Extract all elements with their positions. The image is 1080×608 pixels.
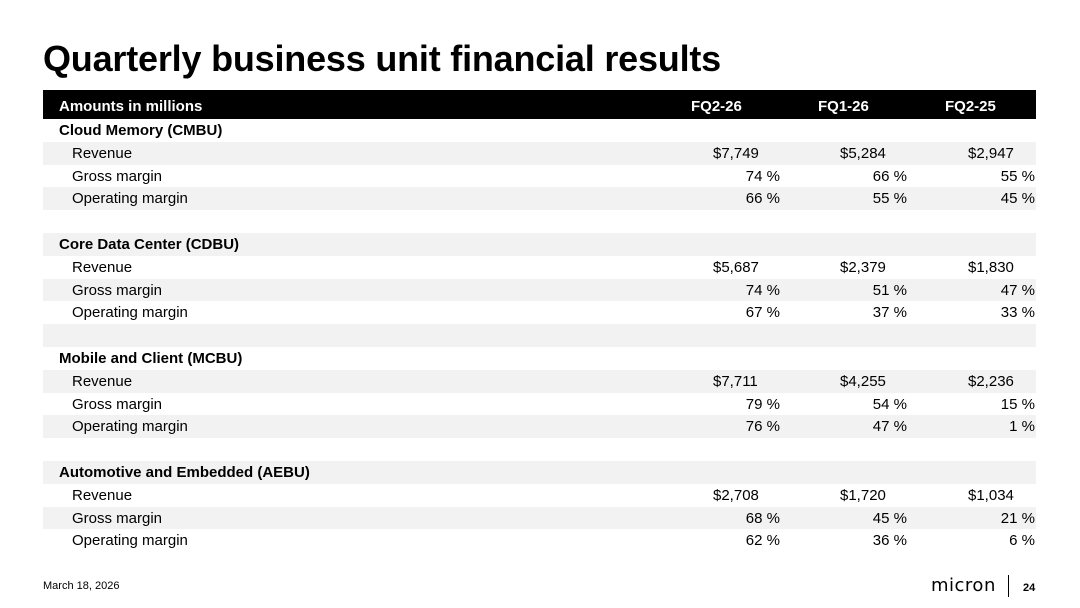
- table-row: Gross margin 68 % 45 % 21 %: [43, 506, 1036, 530]
- cell-value: 47 %: [1000, 281, 1035, 299]
- cell-value: 37 %: [872, 304, 907, 322]
- cell-value: 33 %: [1000, 304, 1035, 322]
- cell-value: 74 %: [745, 281, 780, 299]
- header-col-fq2-26: FQ2-26: [691, 98, 742, 115]
- cell-value: 67 %: [745, 304, 780, 322]
- segment-name: Cloud Memory (CMBU): [59, 122, 223, 139]
- row-label: Revenue: [72, 258, 133, 276]
- cell-value: $7,749: [713, 144, 759, 162]
- row-label: Operating margin: [72, 532, 188, 550]
- table-row: Gross margin 74 % 66 % 55 %: [43, 165, 1036, 188]
- micron-logo: micron: [931, 575, 996, 596]
- table-row: Revenue $7,749 $5,284 $2,947: [43, 141, 1036, 165]
- row-label: Revenue: [72, 372, 133, 390]
- cell-value: 47 %: [872, 418, 907, 436]
- segment-name: Automotive and Embedded (AEBU): [59, 463, 310, 481]
- cell-value: $2,947: [968, 144, 1014, 162]
- header-col-fq2-25: FQ2-25: [945, 98, 996, 115]
- cell-value: 74 %: [745, 167, 780, 185]
- cell-value: 68 %: [745, 509, 780, 527]
- cell-value: 54 %: [872, 395, 907, 413]
- cell-value: 45 %: [1000, 190, 1035, 208]
- cell-value: 15 %: [1000, 395, 1035, 413]
- cell-value: 21 %: [1000, 509, 1035, 527]
- spacer-row: [43, 324, 1036, 347]
- row-label: Revenue: [72, 144, 133, 162]
- cell-value: $4,255: [840, 372, 886, 390]
- footer-date: March 18, 2026: [43, 580, 120, 592]
- spacer-row: [43, 210, 1036, 233]
- table-header: Amounts in millions FQ2-26 FQ1-26 FQ2-25: [43, 90, 1036, 119]
- cell-value: 36 %: [872, 532, 907, 550]
- cell-value: 62 %: [745, 532, 780, 550]
- segment-header: Automotive and Embedded (AEBU): [43, 460, 1036, 484]
- row-label: Operating margin: [72, 190, 188, 208]
- header-label: Amounts in millions: [59, 98, 203, 115]
- cell-value: $1,830: [968, 258, 1014, 276]
- cell-value: 66 %: [872, 167, 907, 185]
- cell-value: $2,379: [840, 258, 886, 276]
- table-row: Gross margin 79 % 54 % 15 %: [43, 393, 1036, 416]
- cell-value: 1 %: [1009, 418, 1035, 436]
- segment-header: Cloud Memory (CMBU): [43, 119, 1036, 142]
- cell-value: 51 %: [872, 281, 907, 299]
- segment-header: Core Data Center (CDBU): [43, 232, 1036, 256]
- header-col-fq1-26: FQ1-26: [818, 98, 869, 115]
- cell-value: $1,034: [968, 486, 1014, 504]
- table-row: Operating margin 76 % 47 % 1 %: [43, 415, 1036, 439]
- row-label: Gross margin: [72, 395, 163, 413]
- row-label: Operating margin: [72, 304, 188, 322]
- cell-value: $5,687: [713, 258, 759, 276]
- table-row: Revenue $7,711 $4,255 $2,236: [43, 369, 1036, 393]
- cell-value: 76 %: [745, 418, 780, 436]
- cell-value: $1,720: [840, 486, 886, 504]
- cell-value: $2,708: [713, 486, 759, 504]
- cell-value: 79 %: [745, 395, 780, 413]
- table-row: Revenue $2,708 $1,720 $1,034: [43, 484, 1036, 507]
- cell-value: 55 %: [1000, 167, 1035, 185]
- table-row: Operating margin 66 % 55 % 45 %: [43, 187, 1036, 211]
- row-label: Operating margin: [72, 418, 188, 436]
- row-label: Gross margin: [72, 167, 163, 185]
- cell-value: $2,236: [968, 372, 1014, 390]
- row-label: Gross margin: [72, 281, 163, 299]
- cell-value: $7,711: [713, 372, 758, 390]
- table-row: Gross margin 74 % 51 % 47 %: [43, 278, 1036, 302]
- footer-divider: [1008, 575, 1009, 597]
- page-title: Quarterly business unit financial result…: [43, 38, 721, 79]
- spacer-row: [43, 438, 1036, 461]
- row-label: Revenue: [72, 486, 133, 504]
- table-row: Operating margin 67 % 37 % 33 %: [43, 301, 1036, 324]
- table-row: Operating margin 62 % 36 % 6 %: [43, 529, 1036, 552]
- cell-value: $5,284: [840, 144, 886, 162]
- cell-value: 55 %: [872, 190, 907, 208]
- cell-value: 66 %: [745, 190, 780, 208]
- row-label: Gross margin: [72, 509, 163, 527]
- segment-header: Mobile and Client (MCBU): [43, 347, 1036, 370]
- cell-value: 6 %: [1009, 532, 1035, 550]
- cell-value: 45 %: [872, 509, 907, 527]
- financial-results-table: Amounts in millions FQ2-26 FQ1-26 FQ2-25…: [43, 90, 1036, 552]
- page-number: 24: [1023, 582, 1036, 594]
- segment-name: Mobile and Client (MCBU): [59, 349, 243, 367]
- table-row: Revenue $5,687 $2,379 $1,830: [43, 256, 1036, 279]
- segment-name: Core Data Center (CDBU): [59, 235, 240, 253]
